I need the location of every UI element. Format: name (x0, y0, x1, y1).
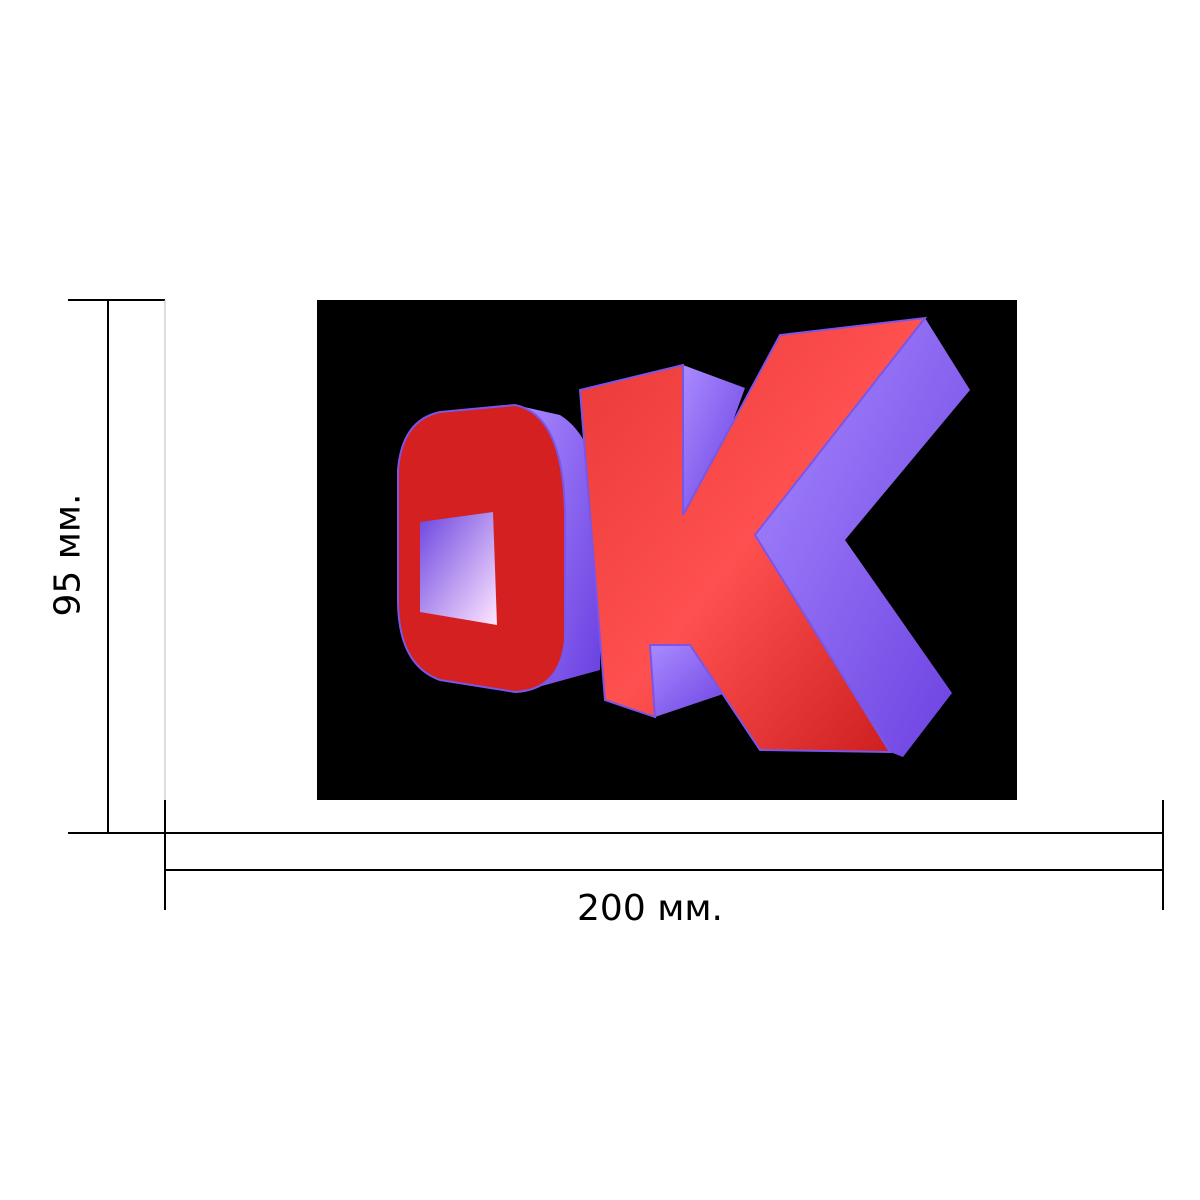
dimension-lines (68, 299, 1164, 910)
letter-k (578, 316, 970, 757)
height-dimension-label: 95 мм. (47, 493, 89, 617)
width-dimension-label: 200 мм. (577, 888, 723, 929)
letter-o (397, 403, 600, 694)
